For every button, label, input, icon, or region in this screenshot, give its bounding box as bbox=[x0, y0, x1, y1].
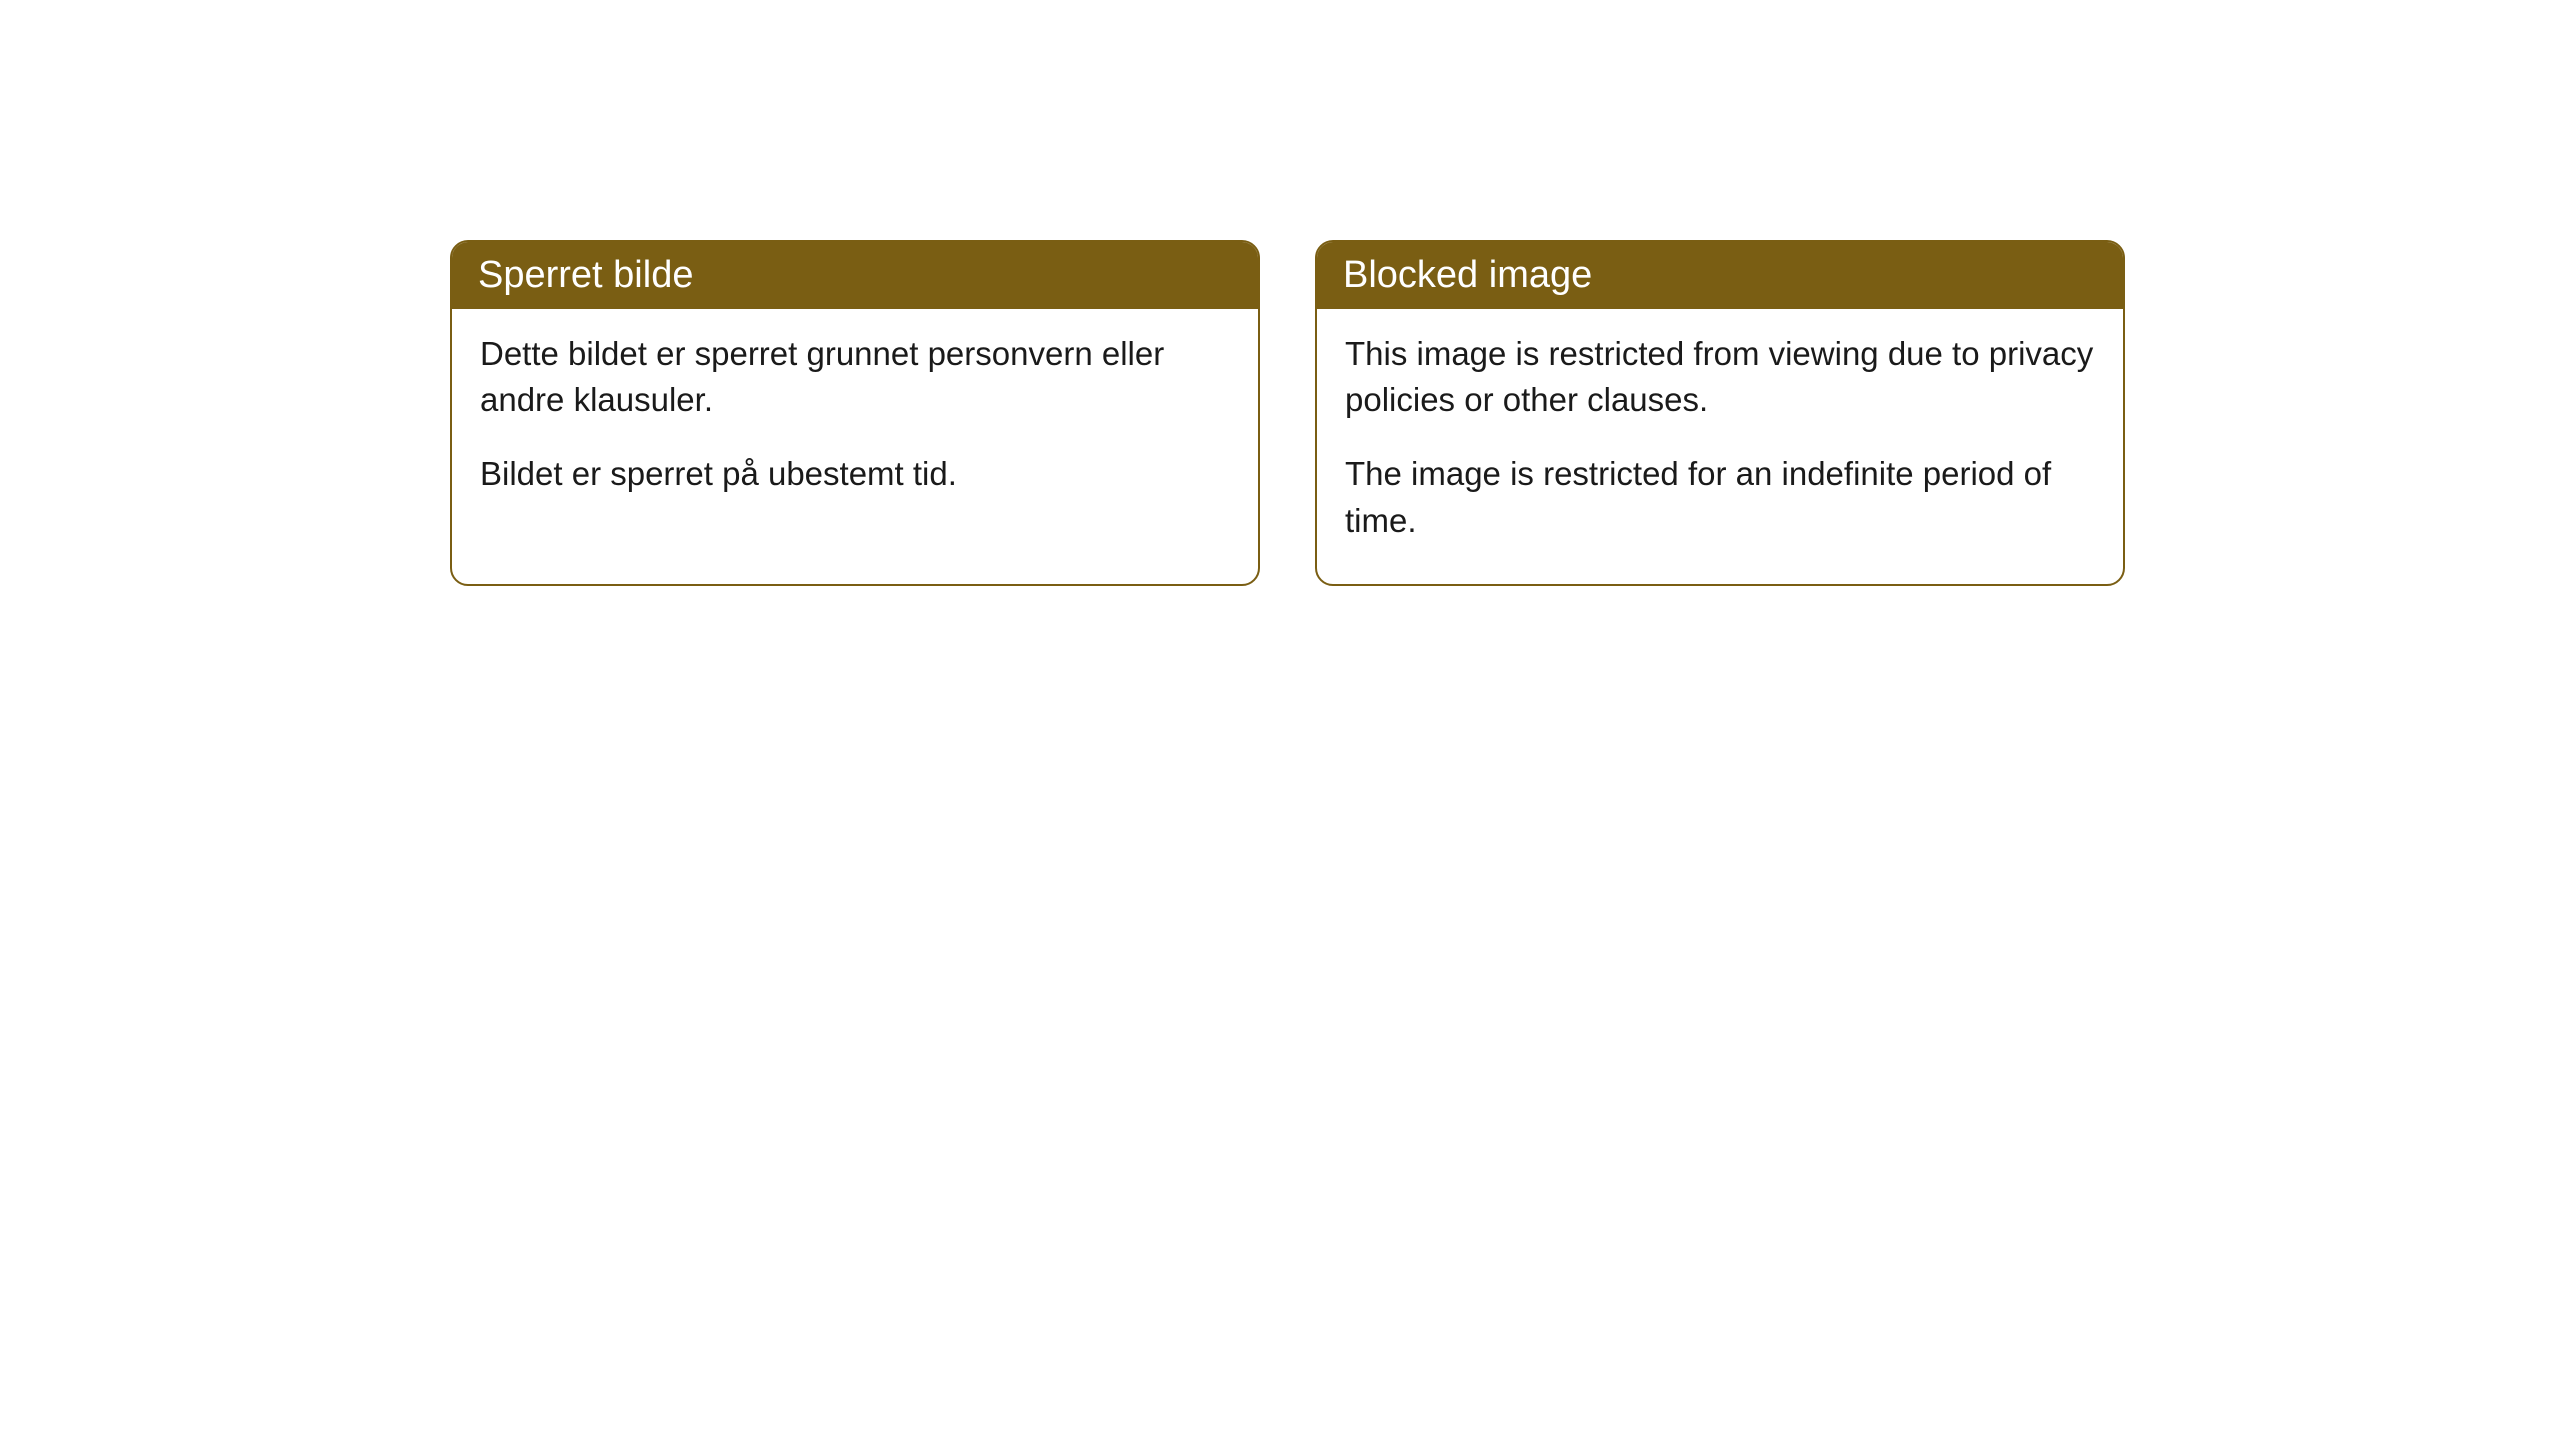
cards-container: Sperret bilde Dette bildet er sperret gr… bbox=[450, 240, 2125, 586]
card-text-norwegian-2: Bildet er sperret på ubestemt tid. bbox=[480, 451, 1230, 497]
card-norwegian: Sperret bilde Dette bildet er sperret gr… bbox=[450, 240, 1260, 586]
card-text-norwegian-1: Dette bildet er sperret grunnet personve… bbox=[480, 331, 1230, 423]
card-body-norwegian: Dette bildet er sperret grunnet personve… bbox=[452, 309, 1258, 538]
card-title-norwegian: Sperret bilde bbox=[478, 254, 693, 296]
card-title-english: Blocked image bbox=[1343, 254, 1592, 296]
card-text-english-2: The image is restricted for an indefinit… bbox=[1345, 451, 2095, 543]
card-text-english-1: This image is restricted from viewing du… bbox=[1345, 331, 2095, 423]
card-header-english: Blocked image bbox=[1317, 242, 2123, 309]
card-english: Blocked image This image is restricted f… bbox=[1315, 240, 2125, 586]
card-body-english: This image is restricted from viewing du… bbox=[1317, 309, 2123, 584]
card-header-norwegian: Sperret bilde bbox=[452, 242, 1258, 309]
